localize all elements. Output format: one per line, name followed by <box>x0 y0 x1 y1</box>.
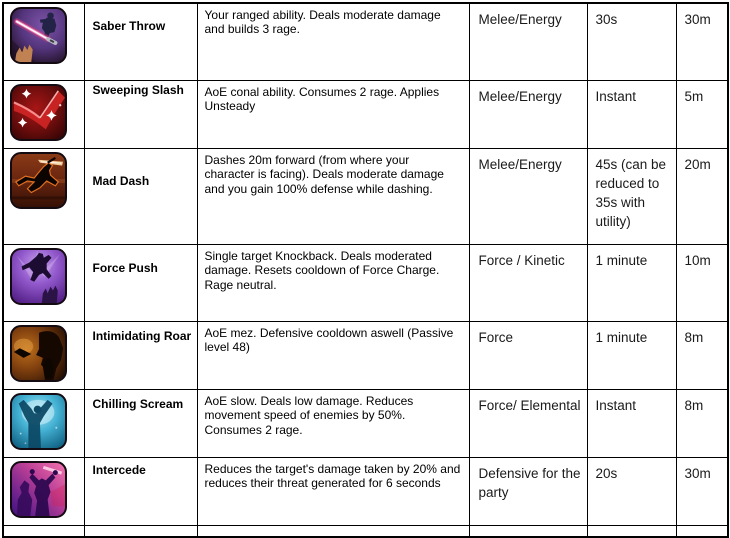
ability-icon-cell <box>2 457 85 526</box>
ability-description: Single target Knockback. Deals moderated… <box>196 244 470 322</box>
ability-description: AoE conal ability. Consumes 2 rage. Appl… <box>196 80 470 149</box>
table-row: Saber Throw Your ranged ability. Deals m… <box>2 2 729 81</box>
ability-cooldown: 1 minute <box>586 244 677 322</box>
ability-name: Chilling Scream <box>83 389 198 458</box>
force-push-icon <box>10 248 67 305</box>
ability-description: Reduces the target's damage taken by 20%… <box>196 457 470 526</box>
ability-range: 20m <box>675 148 729 245</box>
mad-dash-icon <box>10 152 67 209</box>
chilling-scream-icon <box>10 393 67 450</box>
table-row: Intercede Reduces the target's damage ta… <box>2 457 729 526</box>
ability-range: 30m <box>675 457 729 526</box>
table-row-partial <box>2 525 729 538</box>
ability-type: Force/ Elemental <box>468 389 588 458</box>
ability-cooldown: Instant <box>586 80 677 149</box>
ability-type: Force / Kinetic <box>468 244 588 322</box>
ability-description: Your ranged ability. Deals moderate dama… <box>196 2 470 81</box>
ability-name: Force Push <box>83 244 198 322</box>
ability-name: Saber Throw <box>83 2 198 81</box>
ability-description: AoE slow. Deals low damage. Reduces move… <box>196 389 470 458</box>
ability-type: Melee/Energy <box>468 148 588 245</box>
ability-name: Intimidating Roar <box>83 321 198 390</box>
ability-icon-cell <box>2 321 85 390</box>
table-row: Intimidating Roar AoE mez. Defensive coo… <box>2 321 729 390</box>
ability-description: AoE mez. Defensive cooldown aswell (Pass… <box>196 321 470 390</box>
ability-icon-cell <box>2 244 85 322</box>
ability-name: Sweeping Slash <box>83 80 198 149</box>
ability-range: 8m <box>675 389 729 458</box>
ability-type: Melee/Energy <box>468 2 588 81</box>
sweeping-slash-icon <box>10 84 67 141</box>
table-row: Chilling Scream AoE slow. Deals low dama… <box>2 389 729 458</box>
table-row: Mad Dash Dashes 20m forward (from where … <box>2 148 729 245</box>
ability-cooldown: 45s (can be reduced to 35s with utility) <box>586 148 677 245</box>
table-row: Sweeping Slash AoE conal ability. Consum… <box>2 80 729 149</box>
ability-range: 8m <box>675 321 729 390</box>
ability-type: Defensive for the party <box>468 457 588 526</box>
intercede-icon <box>10 461 67 518</box>
ability-cooldown: 20s <box>586 457 677 526</box>
ability-range: 10m <box>675 244 729 322</box>
table-row: Force Push Single target Knockback. Deal… <box>2 244 729 322</box>
ability-description: Dashes 20m forward (from where your char… <box>196 148 470 245</box>
ability-type: Force <box>468 321 588 390</box>
ability-icon-cell <box>2 389 85 458</box>
ability-cooldown: 1 minute <box>586 321 677 390</box>
ability-range: 5m <box>675 80 729 149</box>
ability-icon-cell <box>2 80 85 149</box>
ability-range: 30m <box>675 2 729 81</box>
ability-name: Intercede <box>83 457 198 526</box>
ability-type: Melee/Energy <box>468 80 588 149</box>
ability-cooldown: 30s <box>586 2 677 81</box>
intimidating-roar-icon <box>10 325 67 382</box>
ability-name: Mad Dash <box>83 148 198 245</box>
ability-icon-cell <box>2 148 85 245</box>
ability-icon-cell <box>2 2 85 81</box>
saber-throw-icon <box>10 7 67 64</box>
ability-cooldown: Instant <box>586 389 677 458</box>
